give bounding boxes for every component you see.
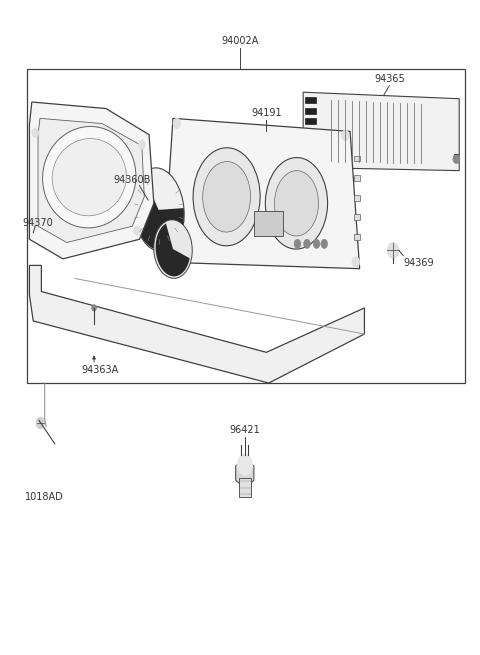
Polygon shape [29, 265, 364, 383]
Circle shape [139, 140, 145, 149]
Ellipse shape [133, 168, 184, 252]
Circle shape [134, 226, 141, 235]
Bar [305, 119, 316, 124]
Polygon shape [29, 102, 154, 259]
Polygon shape [133, 176, 184, 251]
Ellipse shape [203, 162, 251, 232]
Circle shape [169, 250, 177, 261]
Bar [354, 234, 360, 240]
Circle shape [321, 239, 327, 248]
Circle shape [453, 155, 460, 164]
Circle shape [173, 119, 180, 129]
Ellipse shape [265, 158, 327, 249]
Circle shape [294, 239, 301, 248]
Circle shape [36, 417, 45, 429]
Text: 96421: 96421 [229, 425, 260, 436]
Ellipse shape [193, 148, 260, 246]
Polygon shape [163, 119, 360, 269]
Text: 94191: 94191 [251, 108, 282, 119]
Circle shape [313, 239, 320, 248]
Bar [254, 211, 283, 236]
Circle shape [92, 305, 96, 311]
Ellipse shape [52, 139, 126, 215]
Text: 94002A: 94002A [221, 37, 259, 47]
Bar [354, 156, 360, 162]
Circle shape [304, 239, 311, 248]
Bar [305, 98, 316, 103]
Circle shape [32, 128, 38, 138]
Circle shape [352, 257, 360, 267]
Circle shape [32, 218, 38, 227]
Bar [27, 69, 465, 383]
Bar [239, 478, 251, 497]
Polygon shape [236, 459, 254, 487]
Bar [354, 175, 360, 181]
Bar [305, 108, 316, 114]
Bar [354, 214, 360, 220]
Polygon shape [38, 119, 144, 242]
Text: 94369: 94369 [404, 259, 434, 269]
Text: 94360B: 94360B [113, 175, 151, 185]
Bar [354, 195, 360, 200]
Text: 94365: 94365 [374, 75, 405, 84]
Text: 1018AD: 1018AD [25, 492, 64, 502]
Ellipse shape [154, 220, 192, 278]
Circle shape [341, 130, 349, 141]
Text: 94363A: 94363A [82, 365, 119, 375]
Ellipse shape [43, 126, 136, 228]
Text: 94370: 94370 [23, 218, 53, 228]
Polygon shape [303, 92, 459, 171]
Ellipse shape [275, 171, 319, 236]
Circle shape [237, 455, 252, 476]
Circle shape [387, 242, 399, 258]
Polygon shape [156, 223, 190, 276]
